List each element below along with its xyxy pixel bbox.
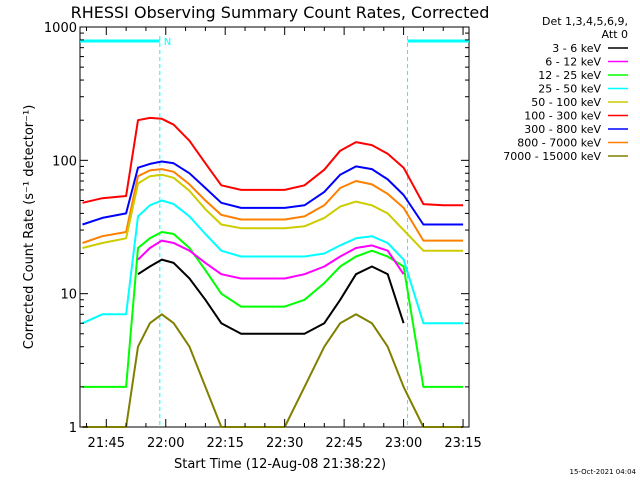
legend-label: 100 - 300 keV (524, 110, 601, 123)
series-line (82, 160, 464, 226)
x-axis-label: Start Time (12-Aug-08 21:38:22) (174, 457, 386, 472)
axes: 21:45 22:00 22:15 22:30 22:45 23:00 23:15 1 10 10… (44, 21, 482, 451)
x-tick-label: 23:00 (385, 436, 422, 451)
series-line (82, 168, 464, 244)
legend-label: 50 - 100 keV (531, 96, 601, 109)
x-tick-label: 22:30 (266, 436, 303, 451)
series-line (137, 239, 405, 280)
legend-label: 3 - 6 keV (552, 42, 601, 55)
night-interval-markers: N (80, 36, 469, 427)
series-line (82, 313, 464, 428)
legend-label: 300 - 800 keV (524, 123, 601, 136)
x-tick-label: 22:15 (206, 436, 243, 451)
x-tick-label: 21:45 (88, 436, 125, 451)
y-tick-label: 10 (60, 288, 77, 303)
x-tick-label: 22:45 (325, 436, 362, 451)
legend-header-line-2: Att 0 (602, 28, 628, 41)
y-axis-label: Corrected Count Rate (s⁻¹ detector⁻¹) (22, 105, 37, 350)
legend-label: 7000 - 15000 keV (503, 150, 601, 163)
series-line (82, 173, 464, 252)
y-tick-label: 1000 (44, 21, 77, 36)
x-tick-label: 22:00 (147, 436, 184, 451)
series-lines (82, 116, 464, 428)
legend-header-line-1: Det 1,3,4,5,6,9, (542, 15, 628, 28)
y-tick-label: 100 (52, 154, 77, 169)
night-marker-label: N (164, 37, 171, 48)
x-tick-label: 23:15 (444, 436, 481, 451)
footer-timestamp: 15-Oct-2021 04:04 (570, 468, 637, 476)
y-tick-label: 1 (69, 421, 77, 436)
series-line (137, 258, 405, 335)
series-line (82, 116, 464, 207)
plot-area (79, 26, 470, 428)
legend-label: 25 - 50 keV (538, 83, 601, 96)
chart-title: RHESSI Observing Summary Count Rates, Co… (71, 3, 490, 22)
series-line (82, 199, 464, 325)
legend-label: 6 - 12 keV (545, 56, 601, 69)
legend-label: 800 - 7000 keV (517, 137, 601, 150)
legend-label: 12 - 25 keV (538, 69, 601, 82)
